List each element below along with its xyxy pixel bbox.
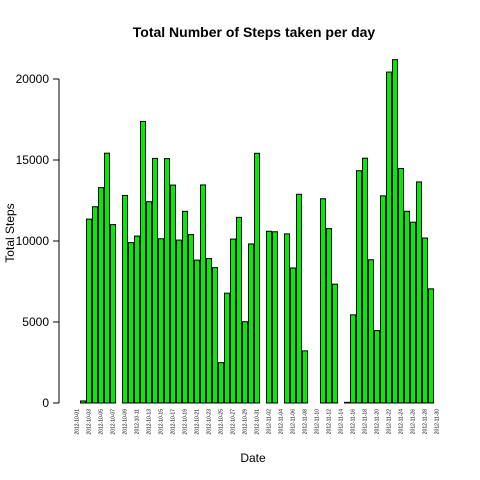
x-tick-label: 2012-11-18 bbox=[363, 409, 369, 434]
bar-2012-10-15 bbox=[158, 238, 164, 404]
bar-2012-10-12 bbox=[140, 120, 146, 404]
bar-2012-11-15 bbox=[344, 401, 350, 404]
bar-2012-10-21 bbox=[194, 259, 200, 404]
bar-2012-11-02 bbox=[266, 230, 272, 404]
bar-2012-10-03 bbox=[86, 218, 92, 404]
bar-2012-11-29 bbox=[428, 288, 434, 404]
x-tick-label: 2012-10-27 bbox=[231, 409, 237, 435]
x-tick-label: 2012-11-04 bbox=[279, 409, 285, 434]
x-tick-label: 2012-10-23 bbox=[207, 409, 213, 435]
bar-2012-10-05 bbox=[98, 187, 104, 404]
bar-2012-10-28 bbox=[236, 216, 242, 404]
bar-2012-10-16 bbox=[164, 158, 170, 404]
bar-2012-11-21 bbox=[380, 195, 386, 404]
bar-2012-11-26 bbox=[410, 221, 416, 404]
x-tick-label: 2012-10-11 bbox=[135, 409, 141, 434]
x-axis: 2012-10-01 2012-10-03 2012-10-05 2012-10-07… bbox=[75, 409, 441, 435]
bar-2012-10-20 bbox=[188, 234, 194, 404]
y-tick-label: 10000 bbox=[16, 234, 50, 248]
x-tick-label: 2012-11-08 bbox=[303, 409, 309, 434]
bar-2012-10-17 bbox=[170, 184, 176, 404]
bar-2012-11-08 bbox=[302, 350, 308, 404]
x-tick-label: 2012-10-07 bbox=[111, 409, 117, 435]
bar-2012-10-06 bbox=[104, 152, 110, 404]
x-tick-label: 2012-11-12 bbox=[327, 409, 333, 434]
y-tick-label: 15000 bbox=[16, 153, 50, 167]
bar-2012-10-29 bbox=[242, 321, 248, 404]
y-axis: 0 5000 10000 15000 20000 bbox=[16, 72, 60, 410]
x-tick-label: 2012-10-17 bbox=[171, 409, 177, 435]
bar-2012-11-27 bbox=[416, 181, 422, 404]
x-axis-label: Date bbox=[240, 451, 266, 465]
x-tick-label: 2012-11-26 bbox=[411, 409, 417, 434]
bar-2012-10-11 bbox=[134, 235, 140, 404]
x-tick-label: 2012-10-15 bbox=[159, 409, 165, 435]
x-tick-label: 2012-10-03 bbox=[87, 409, 93, 435]
x-tick-label: 2012-10-21 bbox=[195, 409, 201, 435]
x-tick-label: 2012-11-10 bbox=[315, 409, 321, 434]
y-axis-label: Total Steps bbox=[3, 203, 17, 262]
x-tick-label: 2012-11-24 bbox=[399, 409, 405, 434]
x-tick-label: 2012-10-13 bbox=[147, 409, 153, 435]
x-tick-label: 2012-10-19 bbox=[183, 409, 189, 435]
bar-2012-10-02 bbox=[80, 400, 86, 404]
x-tick-label: 2012-10-25 bbox=[219, 409, 225, 435]
bar-2012-10-27 bbox=[230, 238, 236, 404]
bar-2012-11-24 bbox=[398, 167, 404, 404]
x-tick-label: 2012-10-05 bbox=[99, 409, 105, 435]
bar-2012-10-09 bbox=[122, 194, 128, 404]
chart-title: Total Number of Steps taken per day bbox=[133, 24, 376, 40]
bar-2012-11-13 bbox=[332, 283, 338, 404]
x-tick-label: 2012-10-29 bbox=[243, 409, 249, 435]
bar-2012-11-18 bbox=[362, 157, 368, 404]
x-tick-label: 2012-11-16 bbox=[351, 409, 357, 434]
bar-2012-11-11 bbox=[320, 198, 326, 404]
x-tick-label: 2012-11-22 bbox=[387, 409, 393, 434]
bar-2012-11-25 bbox=[404, 210, 410, 404]
bar-2012-11-05 bbox=[284, 233, 290, 404]
x-tick-label: 2012-10-09 bbox=[123, 409, 129, 435]
x-tick-label: 2012-11-06 bbox=[291, 409, 297, 434]
x-tick-label: 2012-11-20 bbox=[375, 409, 381, 434]
bar-2012-10-23 bbox=[206, 258, 212, 404]
x-tick-label: 2012-10-01 bbox=[75, 409, 81, 435]
bar-2012-11-22 bbox=[386, 71, 392, 404]
y-tick-label: 0 bbox=[42, 396, 49, 410]
x-tick-label: 2012-10-31 bbox=[255, 409, 261, 435]
x-tick-label: 2012-11-02 bbox=[267, 409, 273, 434]
bar-2012-10-25 bbox=[218, 362, 224, 404]
bar-2012-10-26 bbox=[224, 292, 230, 404]
bar-2012-10-31 bbox=[254, 152, 260, 404]
bar-2012-10-14 bbox=[152, 157, 158, 404]
bar-2012-10-10 bbox=[128, 242, 134, 404]
x-tick-label: 2012-11-30 bbox=[435, 409, 441, 434]
bar-2012-11-19 bbox=[368, 259, 374, 404]
bar-2012-11-16 bbox=[350, 314, 356, 404]
bar-2012-10-07 bbox=[110, 224, 116, 404]
bar-2012-10-18 bbox=[176, 239, 182, 404]
bar-2012-10-30 bbox=[248, 243, 254, 404]
x-tick-label: 2012-11-14 bbox=[339, 409, 345, 434]
y-tick-label: 5000 bbox=[22, 315, 49, 329]
bar-2012-11-06 bbox=[290, 267, 296, 404]
bar-2012-11-28 bbox=[422, 237, 428, 404]
bar-2012-11-17 bbox=[356, 170, 362, 404]
bar-2012-11-12 bbox=[326, 228, 332, 404]
bar-2012-10-13 bbox=[146, 201, 152, 404]
bar-2012-10-24 bbox=[212, 267, 218, 404]
bar-2012-11-20 bbox=[374, 330, 380, 404]
bar-2012-11-07 bbox=[296, 193, 302, 404]
bar-2012-11-03 bbox=[272, 231, 278, 404]
bar-2012-11-23 bbox=[392, 59, 398, 404]
bar-2012-10-22 bbox=[200, 184, 206, 404]
y-tick-label: 20000 bbox=[16, 72, 50, 86]
bar-2012-10-19 bbox=[182, 210, 188, 404]
bars-group bbox=[80, 59, 434, 404]
bar-2012-10-04 bbox=[92, 206, 98, 404]
x-tick-label: 2012-11-28 bbox=[423, 409, 429, 434]
